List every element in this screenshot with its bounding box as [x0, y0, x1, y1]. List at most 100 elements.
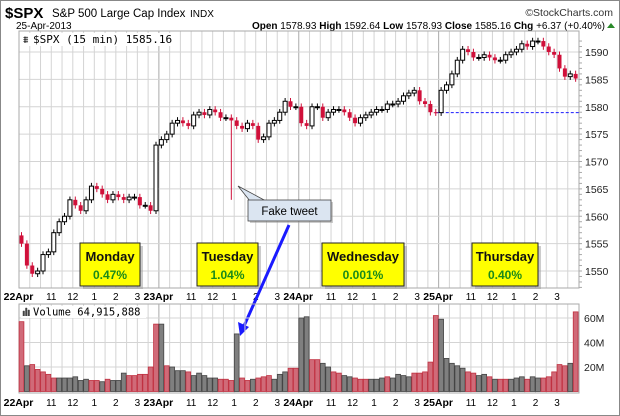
volume-bar: [508, 378, 514, 392]
volume-bar: [314, 359, 321, 392]
candle-body: [476, 56, 482, 59]
candle-body: [400, 95, 406, 102]
price-tick-label: 1550: [585, 266, 609, 278]
volume-bar: [147, 366, 154, 392]
candle-body: [94, 186, 99, 189]
volume-bar: [196, 372, 202, 392]
candle-body: [244, 122, 250, 130]
candle-body: [234, 120, 239, 126]
annotation-change: 0.40%: [488, 268, 522, 282]
volume-bar: [99, 381, 106, 392]
volume-legend-text: Volume 64,915,888: [33, 307, 140, 319]
volume-bar: [336, 372, 342, 392]
candle-body: [342, 109, 347, 113]
candle-body: [423, 101, 427, 105]
open-label: Open: [252, 21, 278, 32]
candle-body: [202, 112, 207, 115]
candle-body: [293, 106, 299, 109]
candle-body: [331, 108, 337, 113]
volume-bar: [470, 372, 477, 392]
hour-label: 11: [326, 398, 337, 409]
candle-body: [449, 73, 455, 86]
hour-label: 3: [414, 398, 420, 409]
candle-body: [191, 114, 197, 127]
volume-bar: [443, 358, 450, 392]
volume-bar: [250, 378, 256, 392]
close-value: 1585.16: [475, 21, 512, 32]
index-name: S&P 500 Large Cap Index: [52, 8, 186, 20]
brand-logo: ©StockCharts.com: [525, 7, 613, 19]
candle-body: [353, 117, 358, 124]
date-label: 22Apr: [4, 397, 34, 409]
candle-body: [395, 100, 401, 105]
hour-label: 2: [533, 398, 539, 409]
volume-bar: [330, 371, 337, 392]
candle-body: [137, 197, 142, 206]
volume-bar: [400, 375, 407, 392]
hour-label: 2: [393, 292, 399, 303]
hour-label: 2: [253, 398, 259, 409]
volume-bar: [72, 376, 79, 392]
candle-body: [433, 112, 438, 114]
hour-label: 12: [487, 292, 499, 303]
volume-bar: [363, 378, 369, 392]
volume-bar: [422, 371, 428, 392]
volume-bars-icon: [22, 307, 30, 316]
candle-body: [218, 112, 223, 118]
candle-body: [304, 123, 309, 126]
volume-bar: [535, 377, 541, 392]
volume-bar: [540, 377, 547, 392]
volume-bar: [115, 380, 122, 392]
volume-bar: [56, 377, 62, 392]
volume-bar: [206, 377, 213, 392]
candle-body: [552, 52, 557, 55]
annotation-day: Wednesday: [327, 249, 400, 264]
volume-bar: [24, 365, 30, 392]
volume-bar: [406, 376, 412, 392]
candle-body: [229, 117, 234, 121]
volume-bar: [137, 373, 143, 392]
volume-bar: [94, 380, 100, 392]
volume-bar: [67, 377, 73, 392]
candle-body: [357, 117, 363, 124]
candle-body: [24, 243, 29, 266]
candle-body: [116, 194, 121, 198]
candle-body: [83, 199, 89, 212]
volume-bar: [29, 364, 36, 392]
high-label: High: [319, 21, 341, 32]
price-legend: ⩩ $SPX (15 min) 1585.16: [21, 33, 172, 46]
candle-body: [481, 54, 487, 58]
candle-body: [56, 221, 62, 234]
hour-label: 2: [113, 292, 119, 303]
volume-bar: [416, 372, 423, 392]
candle-body: [546, 46, 551, 52]
volume-bar: [465, 371, 471, 392]
candle-body: [379, 108, 385, 111]
volume-bar: [244, 380, 251, 392]
annotation-box: [321, 242, 405, 287]
candle-body: [314, 106, 320, 109]
date-label: 23Apr: [143, 291, 173, 303]
volume-bar: [293, 367, 299, 392]
volume-bar: [556, 364, 563, 392]
candle-body: [148, 205, 153, 211]
hour-label: 1: [371, 292, 377, 303]
hour-label: 3: [554, 398, 560, 409]
hour-label: 1: [92, 398, 98, 409]
volume-bar: [110, 380, 116, 392]
volume-bar: [459, 367, 466, 392]
candle-body: [487, 54, 492, 58]
candle-body: [126, 196, 132, 201]
candle-body: [438, 89, 444, 114]
candle-body: [142, 204, 148, 207]
volume-axis: 20M 40M 60M: [584, 313, 604, 374]
annotation-day: Thursday: [476, 249, 535, 264]
candle-body: [363, 114, 369, 119]
candle-body: [444, 84, 450, 91]
volume-bar: [18, 321, 25, 392]
hour-label: 2: [113, 398, 119, 409]
volume-bar: [45, 373, 52, 392]
volume-bar: [346, 376, 353, 392]
price-tick-label: 1555: [585, 239, 609, 251]
